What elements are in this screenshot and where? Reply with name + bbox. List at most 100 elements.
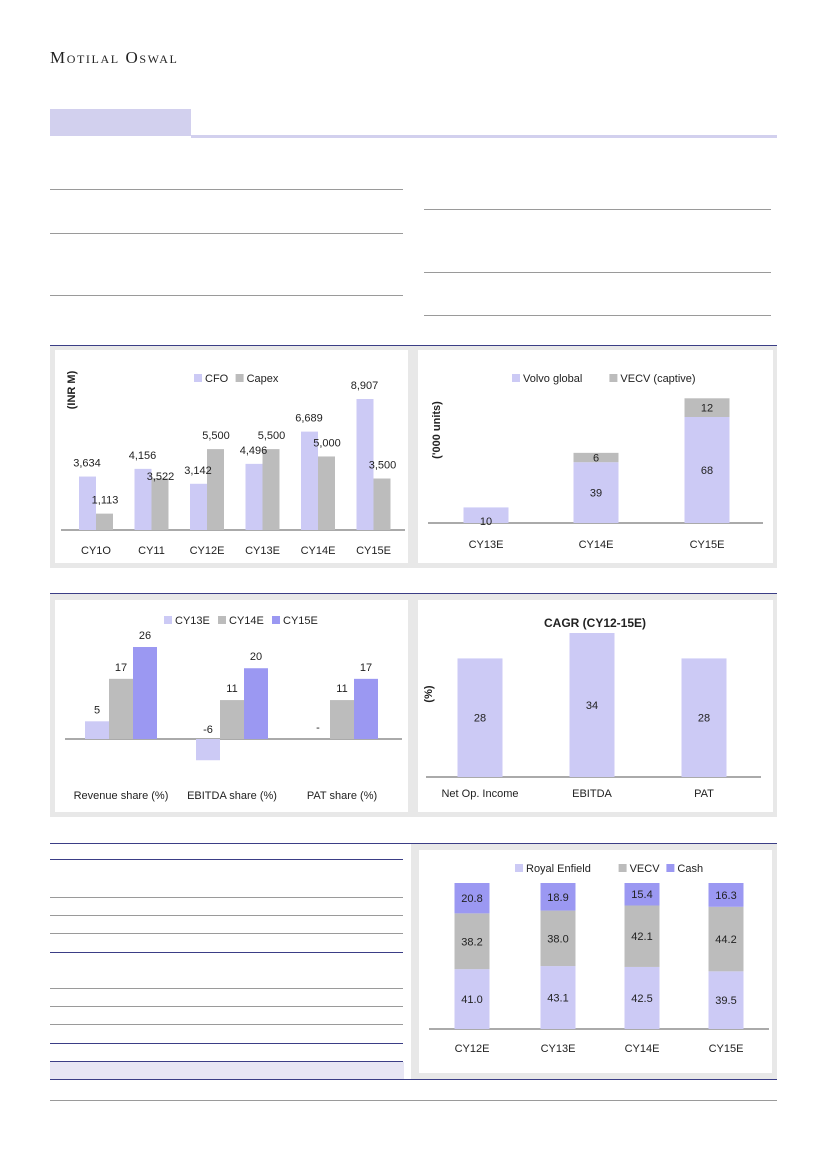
data-label: 34 xyxy=(586,700,598,712)
table-total-row xyxy=(50,1062,404,1079)
bar-cash xyxy=(540,883,576,911)
data-label: 42.5 xyxy=(631,993,652,1005)
x-tick-label: CY14E xyxy=(579,539,614,551)
chart-panel-shares: CY13E CY14E CY15E 5 17 26 Revenue share (%) -6 1… xyxy=(55,600,408,812)
chart-panel-cagr: CAGR (CY12-15E) (%) 28 Net Op. Income 34 EBIT… xyxy=(418,600,773,812)
x-tick-label: CY12E xyxy=(190,545,225,557)
bar-royal-enfield xyxy=(540,966,576,1029)
bar-cash xyxy=(708,883,744,907)
bar-cy15e xyxy=(244,668,268,739)
legend-label: CY13E xyxy=(175,615,210,627)
data-label: 41.0 xyxy=(461,994,482,1006)
bar-cfo xyxy=(79,476,96,530)
data-label: 10 xyxy=(480,516,492,528)
bar-volvo-global xyxy=(573,462,619,523)
bar-cagr xyxy=(681,658,727,777)
bar-cfo xyxy=(245,463,263,530)
bar-vecv xyxy=(708,906,744,972)
x-tick-label: Net Op. Income xyxy=(441,788,518,800)
table-rule xyxy=(424,315,771,316)
shares-chart: CY13E CY14E CY15E 5 17 26 Revenue share (%) -6 1… xyxy=(65,615,402,802)
x-tick-label: CY12E xyxy=(455,1043,490,1055)
data-label: 39.5 xyxy=(715,995,736,1007)
x-tick-label: Revenue share (%) xyxy=(74,790,169,802)
data-label: 28 xyxy=(698,713,710,725)
data-label: 20.8 xyxy=(461,893,482,905)
volumes-chart: ('000 units) Volvo global VECV (captive) 10… xyxy=(428,373,763,551)
table-rule xyxy=(50,1006,403,1007)
bar-vecv-captive xyxy=(573,452,619,463)
bar-cfo xyxy=(190,483,207,530)
data-label: 1,113 xyxy=(92,495,119,507)
bar-vecv xyxy=(540,910,576,967)
data-label: 17 xyxy=(115,662,127,674)
data-label: 38.2 xyxy=(461,936,482,948)
data-label: 8,907 xyxy=(351,380,379,392)
x-tick-label: CY1O xyxy=(81,545,111,557)
legend-swatch xyxy=(666,864,675,872)
table-rule xyxy=(50,233,403,234)
data-label: 6,689 xyxy=(295,413,323,425)
table-rule xyxy=(424,272,771,273)
data-label: 39 xyxy=(590,488,602,500)
legend-label: VECV xyxy=(630,863,661,875)
chart-title: CAGR (CY12-15E) xyxy=(544,616,646,630)
data-label: 5,500 xyxy=(258,430,286,442)
table-rule xyxy=(50,933,403,934)
data-label: 3,500 xyxy=(369,460,397,472)
data-label: 3,522 xyxy=(147,471,175,483)
legend-label: CFO xyxy=(205,373,229,385)
bar-royal-enfield xyxy=(624,966,660,1029)
data-label: 5,000 xyxy=(313,437,341,449)
data-label: -6 xyxy=(203,724,213,736)
x-tick-label: CY15E xyxy=(690,539,725,551)
legend-swatch xyxy=(218,616,226,624)
legend-swatch xyxy=(609,374,618,382)
cagr-chart: CAGR (CY12-15E) (%) 28 Net Op. Income 34 EBIT… xyxy=(423,616,761,800)
y-axis-label: (%) xyxy=(423,685,435,702)
legend-swatch xyxy=(272,616,280,624)
legend-swatch xyxy=(164,616,172,624)
x-tick-label: EBITDA xyxy=(572,788,612,800)
data-label: 15.4 xyxy=(631,889,652,901)
bar-capex xyxy=(262,449,280,530)
legend-swatch xyxy=(618,864,627,872)
y-axis-label: ('000 units) xyxy=(431,401,443,459)
bar-royal-enfield xyxy=(454,969,490,1029)
legend-label: Royal Enfield xyxy=(526,863,591,875)
section-tab-rule xyxy=(191,135,777,138)
table-rule xyxy=(50,1043,403,1044)
legend-swatch xyxy=(194,374,202,382)
legend-label: CY15E xyxy=(283,615,318,627)
bar-capex xyxy=(373,478,391,530)
table-rule xyxy=(424,209,771,210)
sotp-mix-chart: Royal Enfield VECV Cash 41.0 38.2 20.8 CY12E 43… xyxy=(429,863,769,1055)
bar-cagr xyxy=(457,658,503,777)
data-label: 5,500 xyxy=(202,430,230,442)
table-rule xyxy=(50,295,403,296)
data-label: 12 xyxy=(701,403,713,415)
data-label: 44.2 xyxy=(715,934,736,946)
bar-cy14e xyxy=(330,700,354,739)
bar-volvo-global xyxy=(684,417,730,523)
section-tab xyxy=(50,109,191,136)
data-label: 4,496 xyxy=(240,445,268,457)
data-label: 38.0 xyxy=(547,933,568,945)
table-rule xyxy=(50,1024,403,1025)
table-rule xyxy=(50,859,403,860)
bar-cy13e xyxy=(196,739,220,761)
legend-label: Volvo global xyxy=(523,373,582,385)
bar-capex xyxy=(151,478,169,530)
bar-capex xyxy=(96,513,113,530)
chart-panel-sotp: Royal Enfield VECV Cash 41.0 38.2 20.8 CY12E 43… xyxy=(419,850,772,1073)
table-rule xyxy=(50,189,403,190)
legend-swatch xyxy=(235,374,244,382)
section-rule xyxy=(50,345,777,346)
table-rule xyxy=(50,988,403,989)
x-tick-label: PAT share (%) xyxy=(307,790,377,802)
bar-cy15e xyxy=(133,647,157,739)
data-label: 17 xyxy=(360,662,372,674)
bar-cy14e xyxy=(109,678,133,739)
x-tick-label: PAT xyxy=(694,788,714,800)
bar-capex xyxy=(207,449,224,530)
